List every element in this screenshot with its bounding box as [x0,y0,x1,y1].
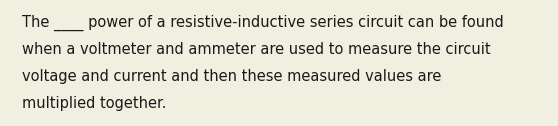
Text: The ____ power of a resistive-inductive series circuit can be found: The ____ power of a resistive-inductive … [22,15,504,31]
Text: voltage and current and then these measured values are: voltage and current and then these measu… [22,69,442,84]
Text: when a voltmeter and ammeter are used to measure the circuit: when a voltmeter and ammeter are used to… [22,42,491,57]
Text: multiplied together.: multiplied together. [22,96,167,111]
